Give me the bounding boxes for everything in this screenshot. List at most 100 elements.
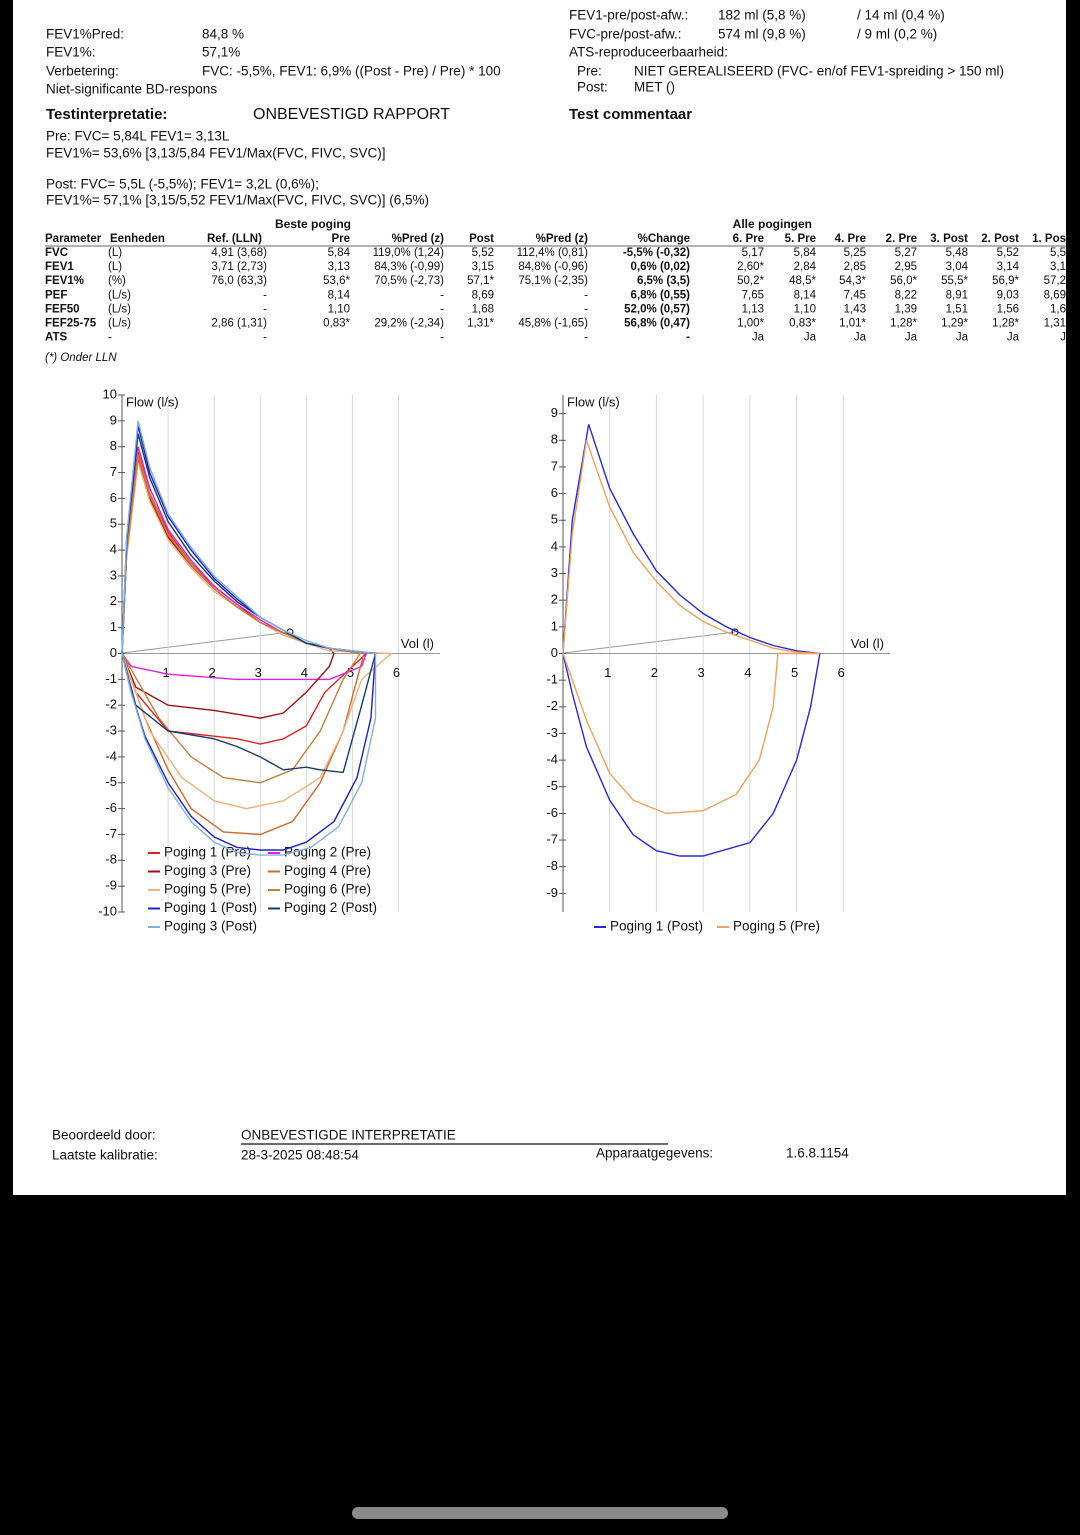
table-cell: - [440, 303, 444, 315]
table-cell: 1,43 [844, 303, 866, 315]
y-tick-label: 0 [110, 645, 117, 660]
table-cell: 7,65 [742, 289, 764, 301]
table-cell: 6,8% (0,55) [631, 289, 691, 301]
table-cell: 0,83* [323, 318, 350, 330]
table-cell: 5,84 [328, 247, 351, 259]
legend-label: Poging 2 (Pre) [284, 845, 371, 860]
table-cell: 3,04 [946, 261, 969, 273]
y-tick-label: 9 [551, 405, 558, 420]
table-cell: FEV1 [45, 261, 74, 273]
y-tick-label: 4 [110, 542, 117, 557]
y-tick-label: 0 [551, 645, 558, 660]
column-header: 5. Pre [785, 233, 816, 245]
axis-label: Flow (l/s) [567, 394, 620, 409]
table-cell: 4,91 (3,68) [211, 247, 267, 259]
y-tick-label: 2 [110, 593, 117, 608]
table-cell: 3,13 [328, 261, 350, 273]
table-cell: 8,22 [895, 289, 917, 301]
deviation-value: 574 ml (9,8 %) [718, 27, 806, 42]
table-cell: 53,6* [323, 275, 350, 287]
y-tick-label: -9 [546, 885, 558, 900]
ats-value: NIET GEREALISEERD (FVC- en/of FEV1-sprei… [634, 64, 1004, 79]
table-cell: 1,10 [328, 303, 350, 315]
table-cell: 8,91 [946, 289, 968, 301]
table-cell: 56,8% (0,47) [624, 318, 690, 330]
table-cell: 5,48 [946, 247, 968, 259]
x-tick-label: 2 [651, 665, 658, 680]
result-label: FEV1%Pred: [46, 27, 124, 42]
table-cell: 29,2% (-2,34) [374, 318, 444, 330]
scroll-indicator [352, 1507, 728, 1519]
table-cell: 2,86 (1,31) [211, 318, 267, 330]
table-cell: 5,27 [895, 247, 917, 259]
deviation-label: FVC-pre/post-afw.: [569, 27, 682, 42]
table-cell: 1,10 [794, 303, 816, 315]
table-cell: 84,8% (-0,96) [518, 261, 588, 273]
y-tick-label: -3 [546, 725, 558, 740]
table-cell: Ja [804, 332, 817, 344]
ats-label: Pre: [577, 64, 602, 79]
table-cell: 75,1% (-2,35) [518, 275, 588, 287]
column-header: Parameter [45, 233, 102, 245]
x-tick-label: 4 [301, 665, 308, 680]
y-tick-label: 4 [551, 538, 558, 553]
table-cell: (L) [108, 247, 122, 259]
table-cell: ATS [45, 332, 67, 344]
table-cell: 56,9* [992, 275, 1019, 287]
table-cell: 48,5* [789, 275, 816, 287]
y-tick-label: 3 [110, 567, 117, 582]
table-cell: 2,95 [895, 261, 917, 273]
table-cell: 5,25 [844, 247, 866, 259]
y-tick-label: -6 [546, 805, 558, 820]
interpretation-line: FEV1%= 57,1% [3,15/5,52 FEV1/Max(FVC, FI… [46, 193, 429, 208]
deviation-value: / 14 ml (0,4 %) [857, 8, 945, 23]
deviation-value: 182 ml (5,8 %) [718, 8, 806, 23]
column-header: 2. Pre [886, 233, 917, 245]
table-cell: 8,14 [794, 289, 817, 301]
table-cell: 5,17 [742, 247, 764, 259]
legend-label: Poging 3 (Pre) [164, 863, 251, 878]
legend-label: Poging 2 (Post) [284, 900, 377, 915]
reference-line [121, 631, 291, 654]
table-cell: 76,0 (63,3) [211, 275, 267, 287]
table-cell: (L) [108, 261, 122, 273]
table-cell: - [263, 303, 267, 315]
column-header: 4. Pre [835, 233, 866, 245]
table-cell: 5,52 [997, 247, 1019, 259]
footer-label: Apparaatgegevens: [596, 1146, 713, 1161]
y-tick-label: 2 [551, 592, 558, 607]
x-tick-label: 1 [162, 665, 169, 680]
table-cell: 8,14 [328, 289, 351, 301]
table-cell: 5,84 [794, 247, 817, 259]
table-cell: -5,5% (-0,32) [623, 247, 690, 259]
column-header: Post [469, 233, 494, 245]
table-cell: 0,6% (0,02) [631, 261, 691, 273]
y-tick-label: 6 [551, 485, 558, 500]
table-cell: 3,14 [997, 261, 1020, 273]
table-cell: 112,4% (0,81) [517, 247, 589, 259]
table-cell: 3,71 (2,73) [211, 261, 267, 273]
table-cell: 57,2 [1044, 275, 1066, 287]
y-tick-label: 5 [551, 512, 558, 527]
y-tick-label: -4 [105, 748, 117, 763]
ats-label: ATS-reproduceerbaarheid: [569, 45, 728, 60]
column-header: Pre [331, 233, 350, 245]
table-cell: 1,39 [895, 303, 917, 315]
legend-label: Poging 6 (Pre) [284, 882, 371, 897]
y-tick-label: 3 [551, 565, 558, 580]
table-cell: 7,45 [844, 289, 866, 301]
interpretation-line: Pre: FVC= 5,84L FEV1= 3,13L [46, 129, 230, 144]
y-tick-label: 9 [110, 412, 117, 427]
y-tick-label: 8 [110, 438, 117, 453]
table-cell: 3,1 [1050, 261, 1066, 273]
table-cell: 1,00* [737, 318, 764, 330]
y-tick-label: 1 [551, 618, 558, 633]
bd-response: Niet-significante BD-respons [46, 82, 217, 97]
x-tick-label: 6 [393, 665, 400, 680]
legend-label: Poging 3 (Post) [164, 919, 257, 934]
table-cell: 1,13 [742, 303, 764, 315]
y-tick-label: -6 [105, 800, 117, 815]
column-header: %Pred (z) [392, 233, 445, 245]
x-tick-label: 3 [698, 665, 705, 680]
table-cell: Ja [854, 332, 867, 344]
